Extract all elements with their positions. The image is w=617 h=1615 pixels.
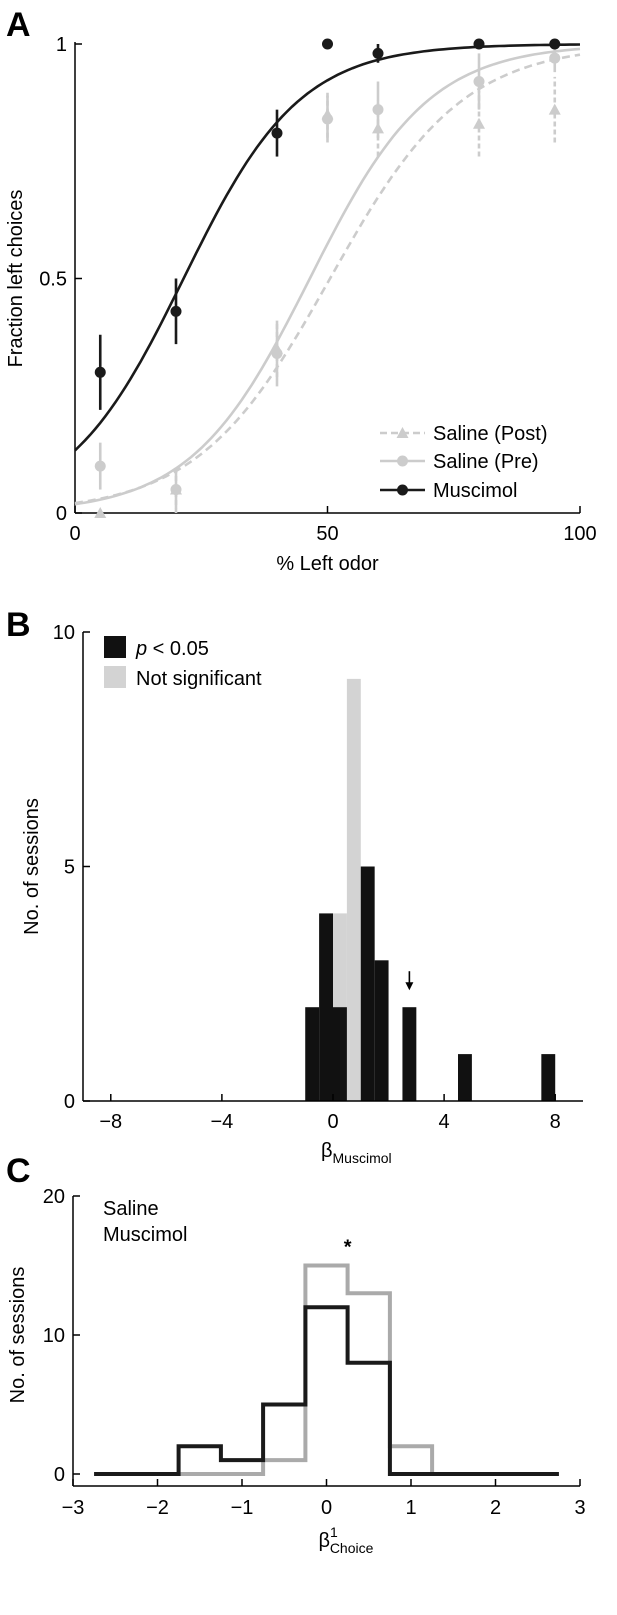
legend-entry-significant-italic: p xyxy=(135,638,147,660)
data-point-triangle xyxy=(473,117,485,129)
legend-entry-muscimol: Muscimol xyxy=(103,1224,187,1246)
data-point-triangle xyxy=(94,507,107,518)
panel-b-axes: −8 −4 0 4 8 0 5 10 βMuscimol No. of sessions xyxy=(21,622,583,1166)
panel-a-y-axis-label: Fraction left choices xyxy=(5,190,27,368)
bar-significant xyxy=(458,1054,472,1101)
fit-curve-muscimol xyxy=(74,43,581,452)
panel-c-x-tick-label: 1 xyxy=(405,1497,416,1519)
legend-marker-circle xyxy=(397,484,408,496)
data-point-circle xyxy=(549,38,561,50)
panel-c-x-axis-label: β1 Choice xyxy=(319,1524,374,1556)
data-point-circle xyxy=(170,305,182,317)
legend-swatch-significant xyxy=(104,636,126,658)
bar-significant xyxy=(360,866,375,1101)
panel-c-x-axis-label-superscript: 1 xyxy=(330,1524,338,1540)
panel-a-x-tick-label: 0 xyxy=(69,523,80,545)
legend-entry: Saline (Post) xyxy=(433,423,548,445)
bar-not-significant xyxy=(346,678,361,1101)
panel-c-legend: Saline Muscimol xyxy=(103,1198,187,1246)
panel-c-x-tick-label: 3 xyxy=(574,1497,585,1519)
data-point-circle xyxy=(170,484,182,496)
panel-c-y-axis-label: No. of sessions xyxy=(7,1267,29,1404)
panel-b-y-tick-label: 0 xyxy=(64,1091,75,1113)
fit-curve-saline-pre- xyxy=(74,47,581,506)
panel-b-x-tick-label: −8 xyxy=(99,1111,122,1133)
panel-b-x-tick-label: −4 xyxy=(210,1111,233,1133)
legend-marker-triangle xyxy=(396,427,409,438)
panel-c-x-tick-label: 0 xyxy=(321,1497,332,1519)
panel-a-y-tick-label: 0 xyxy=(56,503,67,525)
panel-c-x-axis-label-symbol: β xyxy=(319,1530,331,1552)
panel-b: B −8 −4 0 4 8 0 5 10 βMuscimol No. of sessions p … xyxy=(6,606,583,1166)
panel-b-y-tick-label: 5 xyxy=(64,857,75,879)
panel-c-x-axis-label-subscript: Choice xyxy=(330,1540,374,1556)
panel-letter-a: A xyxy=(6,6,31,44)
significance-asterisk: * xyxy=(344,1237,352,1259)
legend-swatch-not-significant xyxy=(104,666,126,688)
data-point-circle xyxy=(473,76,485,88)
panel-b-bars xyxy=(305,678,556,1101)
panel-c-y-tick-label: 10 xyxy=(43,1325,65,1347)
panel-a-data-points xyxy=(94,38,561,518)
data-point-circle xyxy=(473,38,485,50)
panel-b-y-tick-label: 10 xyxy=(53,622,75,644)
panel-a-y-tick-label: 1 xyxy=(56,34,67,56)
panel-letter-c: C xyxy=(6,1152,31,1190)
panel-a-fit-curves xyxy=(74,43,581,506)
panel-c-x-tick-label: −2 xyxy=(146,1497,169,1519)
panel-a: A 0 50 100 0 0.5 1 % Left odor Fraction left ch… xyxy=(5,6,597,575)
data-point-circle xyxy=(372,47,384,59)
legend-entry-saline: Saline xyxy=(103,1198,159,1220)
legend-entry-not-significant: Not significant xyxy=(136,668,262,690)
panel-c-y-tick-label: 20 xyxy=(43,1186,65,1208)
panel-c-y-tick-label: 0 xyxy=(54,1464,65,1486)
panel-a-axes: 0 50 100 0 0.5 1 % Left odor Fraction left choi… xyxy=(5,34,597,575)
legend-entry-significant: p < 0.05 xyxy=(135,638,209,660)
data-point-circle xyxy=(271,127,283,139)
bar-significant xyxy=(402,1007,417,1101)
panel-a-x-axis-label: % Left odor xyxy=(276,553,379,575)
bar-significant xyxy=(305,1007,320,1101)
panel-letter-b: B xyxy=(6,606,31,644)
data-point-triangle xyxy=(548,103,561,115)
panel-a-x-tick-label: 50 xyxy=(316,523,338,545)
legend-marker-circle xyxy=(397,455,408,467)
arrow-head xyxy=(405,982,414,991)
step-line-muscimol xyxy=(94,1305,559,1476)
data-point-circle xyxy=(372,104,384,116)
panel-b-x-axis-label-subscript: Muscimol xyxy=(333,1150,392,1166)
bar-significant xyxy=(319,913,333,1101)
data-point-circle xyxy=(322,38,333,50)
panel-b-x-tick-label: 0 xyxy=(327,1111,338,1133)
panel-b-x-tick-label: 8 xyxy=(550,1111,561,1133)
panel-b-legend: p < 0.05 Not significant xyxy=(104,636,262,690)
panel-c-x-tick-label: −3 xyxy=(62,1497,85,1519)
legend-entry: Muscimol xyxy=(433,480,517,502)
panel-a-x-tick-label: 100 xyxy=(563,523,596,545)
bar-significant xyxy=(374,960,389,1101)
panel-c-step-lines: * xyxy=(94,1237,559,1476)
data-point-circle xyxy=(271,348,283,360)
data-point-circle xyxy=(94,460,106,472)
panel-a-y-tick-label: 0.5 xyxy=(39,269,67,291)
panel-c-x-tick-label: −1 xyxy=(231,1497,254,1519)
bar-significant xyxy=(333,1007,347,1101)
panel-b-x-tick-label: 4 xyxy=(439,1111,450,1133)
panel-b-x-axis-label: βMuscimol xyxy=(321,1140,392,1166)
panel-a-legend: Saline (Post) Saline (Pre) Muscimol xyxy=(380,423,548,502)
bar-significant xyxy=(541,1054,556,1101)
panel-b-y-axis-label: No. of sessions xyxy=(21,798,43,935)
data-point-circle xyxy=(549,52,561,64)
fit-curve-saline-post- xyxy=(74,53,581,505)
panel-c-x-tick-label: 2 xyxy=(490,1497,501,1519)
legend-entry: Saline (Pre) xyxy=(433,451,539,473)
step-line-saline xyxy=(94,1263,559,1476)
legend-entry-significant-rest: < 0.05 xyxy=(147,638,209,660)
data-point-circle xyxy=(322,113,333,125)
data-point-circle xyxy=(94,366,106,378)
panel-b-x-axis-label-symbol: β xyxy=(321,1140,333,1162)
